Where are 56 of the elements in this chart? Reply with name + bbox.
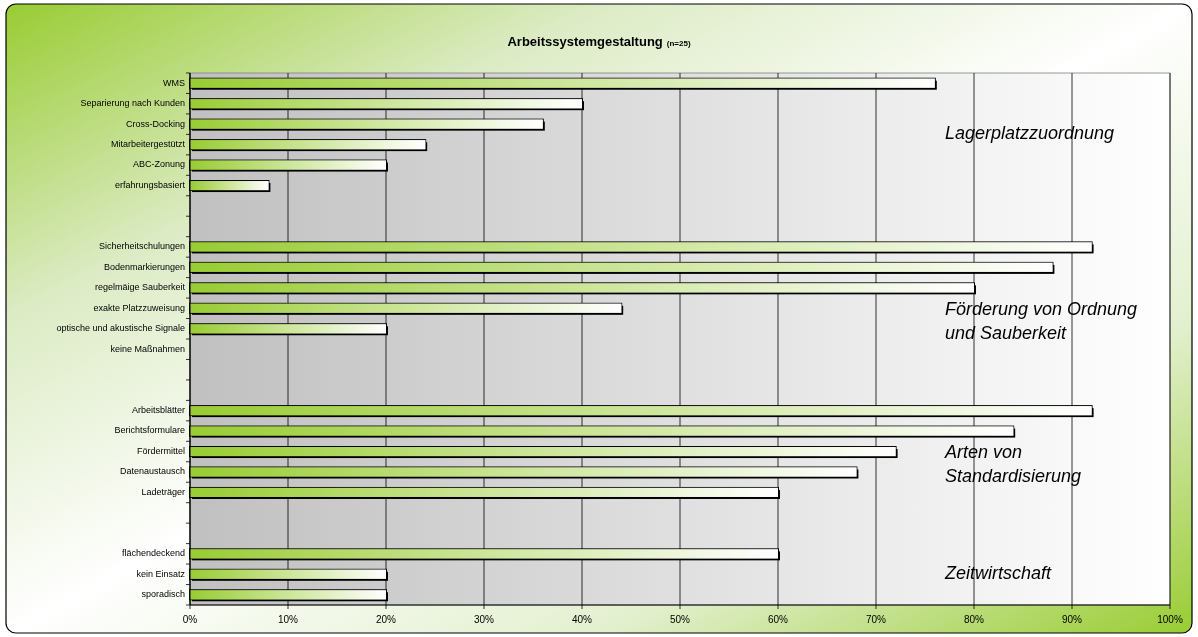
- x-tick-label: 0%: [182, 614, 198, 625]
- bar: [190, 569, 386, 579]
- y-tick-label: flächendeckend: [121, 548, 185, 559]
- bar: [190, 119, 543, 129]
- annotation: Lagerplatzzuordnung: [945, 123, 1115, 144]
- bar: [190, 242, 1092, 252]
- annotation: Förderung von Ordnung und Sauberkeit: [945, 298, 1138, 343]
- y-tick-label: Berichtsformulare: [114, 425, 185, 436]
- chart-subtitle: (n=25): [666, 39, 691, 48]
- y-tick-label: WMS: [163, 77, 185, 88]
- x-tick-label: 60%: [767, 614, 789, 625]
- bar: [190, 283, 974, 293]
- y-tick-label: erfahrungsbasiert: [114, 179, 186, 190]
- bar: [190, 549, 778, 559]
- x-tick-label: 40%: [571, 614, 593, 625]
- y-tick-label: Sicherheitschulungen: [98, 241, 185, 252]
- y-tick-label: keine Maßnahmen: [110, 343, 185, 354]
- y-tick-label: Separierung nach Kunden: [80, 98, 185, 109]
- bar: [190, 303, 622, 313]
- annotation: Arten von Standardisierung: [944, 442, 1082, 487]
- x-tick-label: 50%: [669, 614, 691, 625]
- y-tick-label: regelmäige Sauberkeit: [94, 282, 186, 293]
- y-tick-label: exakte Platzzuweisung: [93, 302, 185, 313]
- x-tick-label: 10%: [277, 614, 299, 625]
- bar: [190, 426, 1014, 436]
- y-tick-label: Datenaustausch: [119, 466, 185, 477]
- x-tick-label: 20%: [375, 614, 397, 625]
- bar: [190, 78, 935, 88]
- y-tick-label: sporadisch: [141, 589, 185, 600]
- annotation: Zeitwirtschaft: [944, 563, 1053, 584]
- y-tick-label: Mitarbeitergestützt: [110, 138, 186, 149]
- x-tick-label: 90%: [1061, 614, 1083, 625]
- x-tick-label: 100%: [1157, 614, 1183, 625]
- y-tick-label: optische und akustische Signale: [56, 323, 185, 334]
- x-tick-label: 80%: [963, 614, 985, 625]
- x-tick-label: 30%: [473, 614, 495, 625]
- y-tick-label: Cross-Docking: [125, 118, 185, 129]
- y-tick-label: Fördermittel: [136, 445, 185, 456]
- bar: [190, 590, 386, 600]
- bar: [190, 160, 386, 170]
- y-tick-label: Arbeitsblätter: [131, 404, 185, 415]
- y-tick-label: ABC-Zonung: [132, 159, 185, 170]
- bar: [190, 467, 857, 477]
- x-tick-label: 70%: [865, 614, 887, 625]
- bar: [190, 262, 1053, 272]
- y-tick-label: Ladeträger: [141, 486, 185, 497]
- y-tick-label: kein Einsatz: [136, 568, 186, 579]
- bar: [190, 140, 426, 150]
- bar: [190, 324, 386, 334]
- chart-title: Arbeitssystemgestaltung: [507, 34, 663, 49]
- y-tick-label: Bodenmarkierungen: [103, 261, 185, 272]
- bar: [190, 406, 1092, 416]
- bar: [190, 487, 778, 497]
- bar: [190, 99, 582, 109]
- bar: [190, 181, 269, 191]
- bar: [190, 447, 896, 457]
